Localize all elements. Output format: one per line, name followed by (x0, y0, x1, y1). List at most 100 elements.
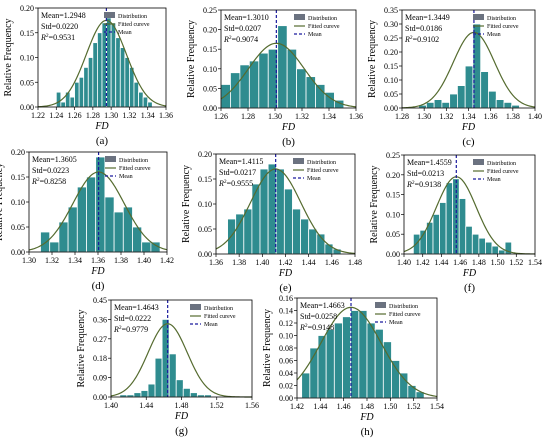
r2-stat: R2=0.9138 (406, 180, 441, 189)
histogram-bar (296, 68, 307, 109)
mean-stat: Mean=1.4643 (114, 303, 159, 312)
y-tick-label: 0.18 (93, 354, 107, 363)
legend-label-distribution: Distribution (204, 306, 233, 312)
bars (220, 25, 345, 109)
histogram-bar (119, 47, 126, 108)
y-tick-label: 0.12 (279, 319, 293, 328)
legend-swatch-distribution (105, 156, 116, 162)
x-axis-label: FD (90, 266, 105, 277)
x-tick-label: 1.42 (416, 258, 430, 267)
y-tick-label: 0.00 (384, 104, 398, 113)
r2-superscript: 2 (46, 33, 49, 39)
x-tick-label: 1.34 (322, 112, 336, 121)
histogram-bar (87, 57, 94, 108)
histogram-bar (399, 372, 409, 399)
y-tick-label: 0.15 (11, 173, 25, 182)
histogram-bar (445, 182, 454, 255)
histogram-bar (325, 328, 335, 399)
panel-label: (a) (96, 135, 109, 147)
x-axis-label: FD (174, 411, 189, 422)
mean-stat: Mean=1.3605 (32, 155, 77, 164)
histogram-bar (449, 93, 458, 109)
panel-label: (g) (175, 425, 188, 437)
y-tick-label: 0.05 (386, 230, 400, 239)
y-axis-label: Relative Frequency (181, 165, 192, 243)
r2-stat: R2=0.9102 (404, 35, 439, 44)
panel-label: (b) (282, 136, 295, 148)
x-tick-label: 1.42 (279, 258, 293, 267)
mean-stat: Mean=1.3010 (224, 13, 269, 22)
legend: Distribution Fitted cureve Mean (190, 304, 236, 328)
histogram-bar (235, 213, 245, 255)
x-tick-label: 1.46 (337, 402, 351, 411)
legend-swatch-distribution (190, 304, 201, 310)
y-tick-label: 0.00 (386, 250, 400, 259)
histogram-bar (441, 102, 451, 109)
y-tick-label: 0.15 (198, 175, 212, 184)
fitted-curve (401, 31, 536, 109)
y-tick-label: 0.00 (279, 394, 293, 403)
legend-swatch-distribution (473, 14, 484, 20)
y-axis-label: Relative Frequency (3, 18, 14, 96)
legend: Distribution Fitted cureve Mean (293, 158, 339, 182)
histogram-bar (97, 32, 103, 108)
y-axis-label: Relative Frequency (0, 163, 5, 241)
histogram-bar (491, 245, 499, 255)
legend-label-distribution: Distribution (118, 14, 147, 20)
r2-value: =0.9531 (49, 33, 76, 42)
std-stat: Std=0.0222 (114, 314, 151, 323)
histogram-bar (471, 233, 480, 255)
r2-symbol: R (406, 180, 412, 189)
y-tick-label: 0.09 (93, 374, 107, 383)
y-axis-label: Relative Frequency (369, 165, 380, 243)
chart-panel-2: 1.26 1.28 1.30 1.32 1.34 1.36 0.00 0.05 0.10 0.15… (186, 6, 363, 148)
histogram-bar (106, 17, 112, 108)
histogram-bar (147, 383, 156, 398)
x-tick-label: 1.42 (290, 402, 304, 411)
histogram-bar (133, 392, 142, 398)
histogram-bar (133, 81, 139, 108)
legend-label-fitted: Fitted cureve (204, 314, 236, 320)
legend: Distribution Fitted cureve Mean (473, 159, 519, 183)
y-tick-label: 0.27 (93, 335, 107, 344)
x-axis-label: FD (281, 122, 296, 133)
y-tick-label: 0.10 (198, 200, 212, 209)
y-tick-label: 0.10 (279, 332, 293, 341)
histogram-bar (407, 385, 417, 399)
histogram-bar (175, 379, 184, 398)
y-tick-label: 0.00 (93, 393, 107, 402)
histogram-bar (49, 241, 60, 253)
x-tick-label: 1.28 (86, 111, 100, 120)
r2-symbol: R (299, 323, 305, 332)
y-tick-label: 0.10 (384, 76, 398, 85)
chart-panel-4: 1.30 1.32 1.34 1.36 1.38 1.40 1.42 0.00 0.05 0.10… (0, 148, 174, 292)
histogram-bar (92, 42, 98, 108)
histogram-bar (83, 67, 89, 108)
y-axis-label: Relative Frequency (262, 309, 273, 387)
histogram-bar (267, 48, 279, 109)
histogram-bar (478, 237, 486, 255)
chart-panel-7: 1.40 1.44 1.48 1.52 1.56 0.00 0.09 0.18 0.27 0.36… (76, 296, 259, 437)
y-tick-label: 0.02 (279, 382, 293, 391)
bars (119, 318, 212, 398)
y-tick-label: 0.25 (384, 34, 398, 43)
histogram-bar (511, 104, 520, 109)
legend-label-fitted: Fitted cureve (119, 166, 151, 172)
x-tick-label: 1.36 (484, 112, 498, 121)
histogram-bar (65, 91, 71, 108)
x-tick-label: 1.38 (232, 258, 246, 267)
legend-swatch-distribution (104, 12, 115, 18)
legend-label-mean: Mean (204, 322, 218, 328)
y-tick-label: 0.04 (279, 369, 293, 378)
x-tick-label: 1.44 (302, 258, 316, 267)
x-tick-label: 1.30 (104, 111, 118, 120)
x-axis-label: FD (359, 412, 374, 423)
y-tick-label: 0.20 (384, 48, 398, 57)
r2-superscript: 2 (224, 179, 227, 185)
histogram-bar (69, 96, 75, 108)
legend-swatch-distribution (473, 159, 484, 165)
x-tick-label: 1.40 (137, 256, 151, 265)
histogram-bar (301, 372, 311, 399)
legend-label-mean: Mean (307, 176, 321, 182)
x-tick-label: 1.28 (241, 112, 255, 121)
